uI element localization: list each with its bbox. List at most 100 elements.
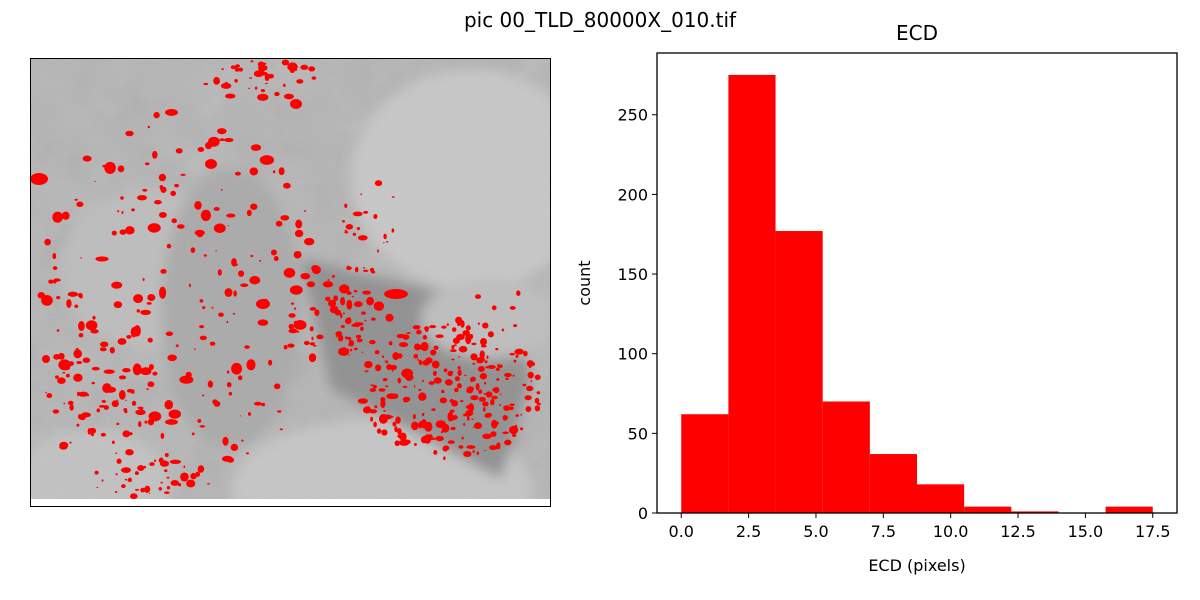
particle-spot [91, 381, 95, 385]
particle-spot [140, 309, 151, 316]
particle-spot [484, 360, 488, 364]
particle-spot [131, 228, 134, 231]
particle-spot [360, 193, 363, 195]
particle-spot [371, 317, 376, 321]
particle-spot [397, 353, 403, 359]
particle-spot [224, 81, 229, 85]
particle-spot [428, 381, 435, 385]
particle-blob [384, 289, 408, 299]
particle-spot [82, 357, 91, 363]
particle-spot [503, 405, 511, 411]
particle-spot [206, 483, 210, 485]
particle-spot [95, 256, 109, 262]
particle-spot [152, 150, 158, 159]
particle-spot [148, 411, 162, 422]
particle-spot [457, 383, 462, 389]
particle-spot [401, 368, 413, 379]
particle-spot [257, 93, 269, 101]
histogram-bar [964, 506, 1012, 513]
particle-spot [264, 82, 268, 85]
particle-spot [164, 452, 169, 458]
y-tick-label: 0 [638, 504, 648, 523]
particle-spot [420, 341, 429, 352]
particle-spot [103, 405, 109, 410]
particle-spot [124, 468, 128, 472]
particle-spot [360, 326, 364, 332]
particle-spot [111, 230, 117, 236]
particle-spot [416, 329, 422, 335]
particle-spot [344, 203, 348, 208]
particle-spot [144, 485, 151, 494]
particle-spot [250, 255, 254, 257]
micrograph-canvas [31, 59, 550, 506]
particle-spot [449, 349, 457, 353]
particle-spot [226, 213, 236, 218]
particle-spot [259, 260, 262, 262]
particle-spot [76, 423, 80, 427]
particle-spot [131, 400, 137, 406]
particle-spot [344, 336, 349, 340]
particle-spot [346, 291, 352, 296]
particle-spot [377, 249, 379, 253]
particle-spot [235, 64, 240, 68]
particle-spot [421, 412, 425, 417]
particle-spot [364, 319, 367, 322]
particle-spot [489, 412, 492, 416]
particle-spot [385, 360, 389, 364]
particle-spot [398, 342, 409, 348]
particle-spot [160, 268, 167, 274]
particle-spot [491, 419, 498, 429]
particle-spot [476, 358, 484, 364]
particle-spot [348, 339, 355, 347]
particle-spot [370, 416, 374, 422]
particle-spot [147, 381, 155, 388]
particle-spot [413, 385, 416, 388]
particle-spot [300, 273, 311, 280]
particle-spot [180, 472, 189, 482]
particle-spot [418, 392, 427, 401]
particle-spot [449, 418, 455, 421]
particle-spot [160, 481, 164, 484]
particle-spot [336, 306, 339, 308]
particle-spot [134, 471, 139, 476]
x-tick-label: 12.5 [1000, 522, 1036, 541]
particle-spot [127, 477, 132, 483]
particle-spot [438, 423, 442, 426]
particle-spot [165, 419, 178, 425]
particle-spot [482, 401, 489, 407]
particle-spot [273, 383, 281, 390]
particle-spot [488, 445, 498, 451]
particle-spot [76, 201, 84, 208]
particle-spot [355, 334, 362, 339]
particle-spot [450, 426, 456, 431]
particle-spot [413, 353, 419, 359]
particle-spot [57, 377, 66, 385]
particle-spot [411, 421, 419, 431]
particle-spot [456, 319, 461, 327]
particle-spot [373, 421, 377, 428]
particle-spot [461, 436, 464, 440]
particle-spot [463, 422, 466, 426]
particle-blob [31, 173, 48, 185]
particle-spot [374, 180, 383, 187]
particle-spot [335, 331, 343, 337]
particle-spot [353, 301, 363, 308]
particle-spot [418, 388, 422, 391]
particle-spot [115, 473, 118, 476]
particle-spot [74, 198, 78, 201]
particle-spot [313, 344, 317, 347]
particle-spot [353, 347, 358, 351]
particle-spot [99, 347, 107, 352]
particle-spot [381, 429, 388, 436]
particle-spot [483, 393, 487, 395]
particle-spot [147, 125, 151, 129]
particle-spot [288, 323, 295, 330]
particle-spot [137, 195, 147, 201]
particle-spot [328, 299, 337, 308]
particle-spot [179, 375, 194, 384]
particle-spot [327, 279, 330, 282]
particle-spot [96, 408, 101, 413]
particle-spot [386, 364, 393, 370]
particle-spot [459, 400, 464, 403]
particle-spot [96, 486, 99, 489]
